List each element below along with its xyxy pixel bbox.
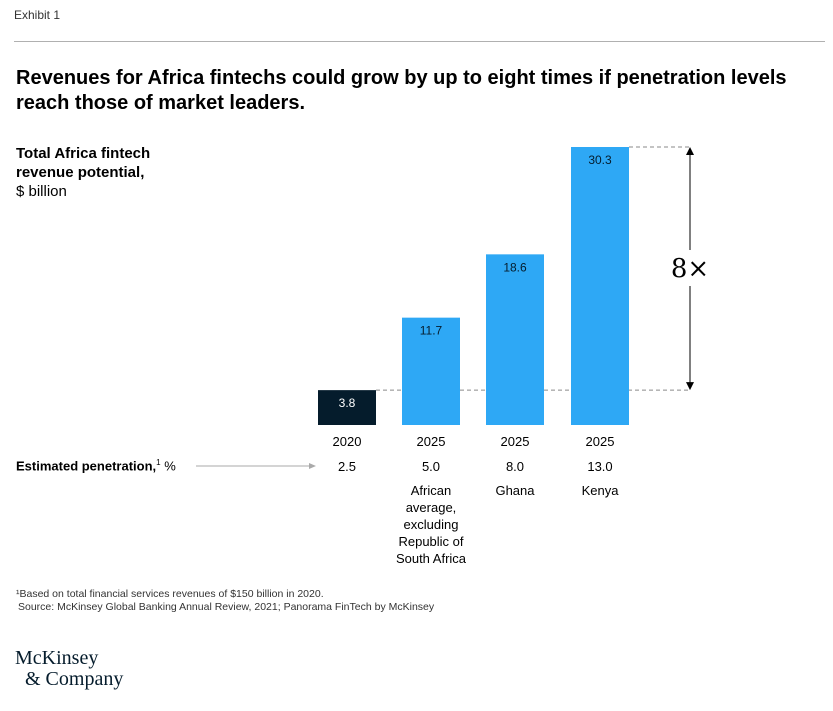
bar-description-line: South Africa [396,551,467,566]
penetration-pointer-head [309,463,316,469]
footnotes: ¹Based on total financial services reven… [16,588,434,614]
logo-line-1: McKinsey [15,647,99,669]
bar-description-line: Kenya [582,483,620,498]
y-axis-label: Total Africa fintech revenue potential, … [16,144,196,201]
bar-description-line: Republic of [398,534,463,549]
bar-description-line: African [411,483,451,498]
chart-title: Revenues for Africa fintechs could grow … [16,67,787,114]
bar [318,390,376,425]
y-axis-label-text: Total Africa fintech revenue potential, [16,145,151,181]
footnote-1: ¹Based on total financial services reven… [16,588,324,600]
y-axis-unit: $ billion [16,183,67,200]
source-note: Source: McKinsey Global Banking Annual R… [18,601,435,613]
bar [486,254,544,425]
exhibit-label: Exhibit 1 [14,8,61,22]
bar-value-label: 3.8 [339,396,356,410]
bar-description-line: Ghana [495,483,535,498]
logo-line-2: & Company [25,668,124,690]
penetration-label: Estimated penetration,1 % [16,458,176,473]
x-tick-label: 2025 [586,434,615,449]
bar-value-label: 30.3 [588,153,612,167]
multiplier-label-bg [668,250,712,286]
x-tick-label: 2025 [417,434,446,449]
penetration-value: 8.0 [506,459,524,474]
bar [571,147,629,425]
bar-description-line: excluding [404,517,459,532]
bar [402,317,460,425]
multiplier-annotation: 8× [671,254,709,284]
penetration-value: 5.0 [422,459,440,474]
bar-description-line: average, [406,500,457,515]
penetration-value: 13.0 [587,459,612,474]
multiplier-arrowhead-bottom [686,382,694,391]
penetration-footnote-mark: 1 [156,458,161,467]
penetration-unit: % [160,458,176,474]
x-tick-label: 2020 [333,434,362,449]
penetration-label-text: Estimated penetration, [16,458,157,474]
mckinsey-logo: McKinsey & Company [15,648,123,690]
penetration-value: 2.5 [338,459,356,474]
x-tick-label: 2025 [501,434,530,449]
multiplier-arrowhead-top [686,147,694,155]
header-divider [14,41,825,42]
bar-value-label: 11.7 [420,324,443,338]
bar-value-label: 18.6 [503,260,527,274]
